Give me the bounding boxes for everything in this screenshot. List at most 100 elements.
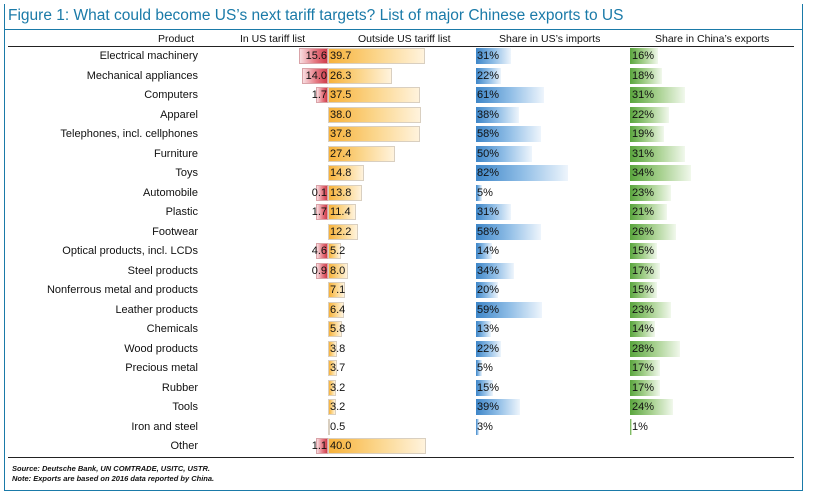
outside-tariff-value: 40.0 bbox=[330, 440, 352, 452]
header-divider bbox=[8, 46, 794, 47]
cn-share-value: 31% bbox=[632, 89, 655, 101]
cn-share-bar bbox=[630, 282, 657, 298]
us-share-value: 15% bbox=[477, 381, 500, 394]
outside-tariff-value: 5.8 bbox=[330, 323, 346, 335]
product-label: Tools bbox=[172, 401, 198, 413]
outside-tariff-bar bbox=[328, 184, 362, 201]
cn-share-bar bbox=[630, 418, 632, 435]
product-label: Wood products bbox=[124, 342, 198, 355]
product-label: Furniture bbox=[153, 147, 198, 160]
outside-tariff-bar bbox=[328, 340, 338, 357]
cn-share-value: 23% bbox=[632, 303, 655, 316]
product-label: Steel products bbox=[127, 264, 198, 277]
cn-share-bar bbox=[630, 67, 663, 84]
cn-share-bar bbox=[630, 301, 671, 318]
product-label: Electrical machinery bbox=[99, 50, 198, 62]
us-share-value: 34% bbox=[477, 264, 500, 277]
us-share-value: 3% bbox=[477, 420, 493, 433]
product-label: Mechanical appliances bbox=[86, 69, 198, 82]
us-share-bar bbox=[476, 106, 519, 123]
in-tariff-value: 14.0 bbox=[305, 69, 327, 82]
us-share-value: 61% bbox=[477, 89, 500, 101]
us-share-value: 22% bbox=[477, 69, 500, 82]
cn-share-bar bbox=[630, 145, 686, 162]
in-tariff-bar bbox=[316, 87, 328, 103]
outside-tariff-bar bbox=[328, 399, 336, 415]
in-tariff-bar bbox=[316, 184, 328, 201]
in-tariff-value: 1.1 bbox=[311, 440, 327, 452]
cn-share-bar bbox=[630, 48, 659, 64]
us-share-bar bbox=[476, 145, 532, 162]
product-label: Chemicals bbox=[146, 323, 198, 335]
us-share-value: 20% bbox=[477, 284, 500, 296]
us-share-value: 82% bbox=[477, 167, 500, 179]
us-share-bar bbox=[476, 379, 493, 396]
source-note: Source: Deutsche Bank, UN COMTRADE, USIT… bbox=[12, 464, 210, 473]
product-label: Leather products bbox=[115, 303, 198, 316]
cn-share-bar bbox=[630, 379, 661, 396]
outside-tariff-bar bbox=[328, 223, 358, 240]
in-tariff-value: 15.6 bbox=[305, 50, 327, 62]
cn-share-bar bbox=[630, 165, 691, 181]
in-tariff-value: 0.9 bbox=[311, 264, 327, 277]
us-share-value: 38% bbox=[477, 108, 500, 121]
cn-share-value: 17% bbox=[632, 362, 655, 374]
outside-tariff-value: 37.8 bbox=[330, 128, 352, 140]
in-tariff-value: 0.1 bbox=[311, 186, 327, 199]
cn-share-bar bbox=[630, 399, 673, 415]
outside-tariff-value: 3.8 bbox=[330, 342, 346, 355]
outside-tariff-value: 11.4 bbox=[330, 206, 351, 218]
cn-share-bar bbox=[630, 243, 657, 259]
us-share-value: 31% bbox=[477, 206, 500, 218]
product-label: Rubber bbox=[161, 381, 198, 394]
product-label: Toys bbox=[175, 167, 198, 179]
us-share-value: 31% bbox=[477, 50, 500, 62]
outside-tariff-bar bbox=[328, 126, 421, 142]
in-tariff-bar bbox=[299, 48, 328, 64]
footnote: Note: Exports are based on 2016 data rep… bbox=[12, 474, 215, 483]
cn-share-value: 22% bbox=[632, 108, 655, 121]
cn-share-value: 24% bbox=[632, 401, 655, 413]
product-label: Automobile bbox=[142, 186, 198, 199]
header-product: Product bbox=[158, 33, 195, 45]
cn-share-bar bbox=[630, 126, 664, 142]
product-label: Iron and steel bbox=[131, 420, 198, 433]
outside-tariff-value: 38.0 bbox=[330, 108, 352, 121]
us-share-bar bbox=[476, 87, 545, 103]
outside-tariff-value: 3.2 bbox=[330, 381, 346, 394]
outside-tariff-value: 13.8 bbox=[330, 186, 352, 199]
us-share-bar bbox=[476, 126, 541, 142]
in-tariff-value: 1.7 bbox=[311, 89, 327, 101]
in-tariff-value: 1.7 bbox=[311, 206, 327, 218]
outside-tariff-bar bbox=[328, 418, 330, 435]
outside-tariff-value: 14.8 bbox=[330, 167, 352, 179]
us-share-value: 14% bbox=[477, 245, 500, 257]
outside-tariff-bar bbox=[328, 301, 344, 318]
title-divider bbox=[4, 29, 802, 30]
product-label: Optical products, incl. LCDs bbox=[62, 245, 198, 257]
figure-frame bbox=[4, 4, 803, 491]
outside-tariff-bar bbox=[328, 243, 341, 259]
us-share-bar bbox=[476, 360, 482, 376]
outside-tariff-bar bbox=[328, 262, 348, 279]
in-tariff-bar bbox=[316, 204, 328, 220]
us-share-value: 13% bbox=[477, 323, 500, 335]
cn-share-bar bbox=[630, 184, 671, 201]
outside-tariff-value: 3.2 bbox=[330, 401, 346, 413]
outside-tariff-value: 7.1 bbox=[330, 284, 346, 296]
cn-share-bar bbox=[630, 87, 686, 103]
cn-share-value: 23% bbox=[632, 186, 655, 199]
cn-share-bar bbox=[630, 340, 680, 357]
cn-share-bar bbox=[630, 204, 668, 220]
outside-tariff-bar bbox=[328, 438, 426, 454]
outside-tariff-value: 37.5 bbox=[330, 89, 352, 101]
us-share-bar bbox=[476, 321, 491, 337]
header-share-us-imports: Share in US’s imports bbox=[499, 33, 601, 45]
outside-tariff-bar bbox=[328, 360, 338, 376]
cn-share-value: 26% bbox=[632, 225, 655, 238]
header-in-tariff-list: In US tariff list bbox=[240, 33, 306, 45]
cn-share-value: 28% bbox=[632, 342, 655, 355]
cn-share-value: 1% bbox=[632, 420, 648, 433]
in-tariff-bar bbox=[316, 243, 328, 259]
us-share-bar bbox=[476, 340, 501, 357]
